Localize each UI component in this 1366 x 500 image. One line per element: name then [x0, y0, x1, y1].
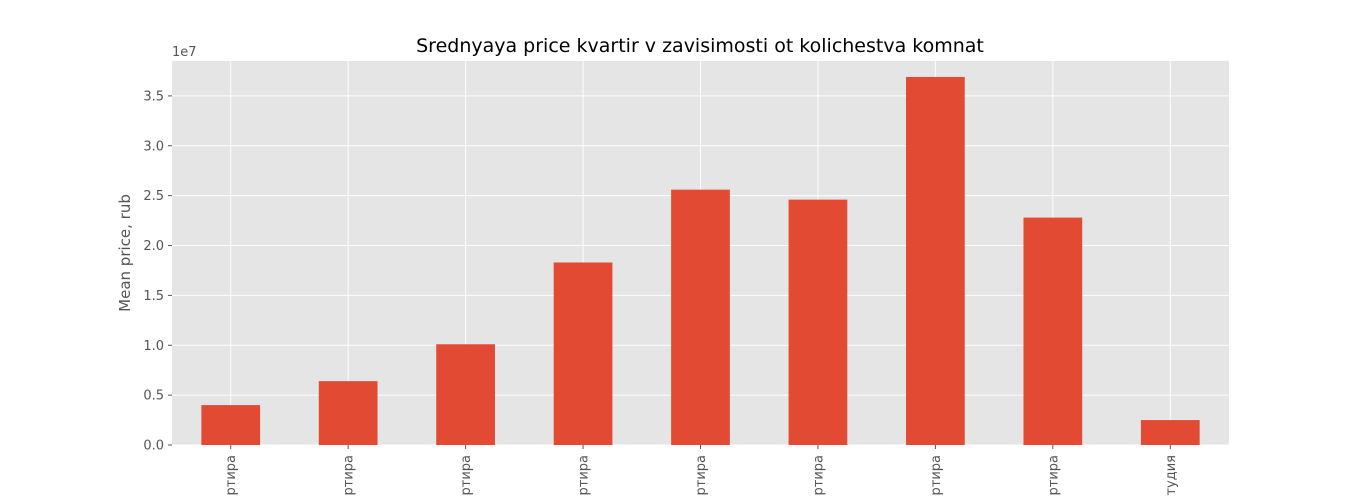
bar — [318, 381, 378, 445]
x-tick-label: тудия — [1164, 455, 1179, 496]
bar — [788, 199, 848, 445]
bar — [436, 344, 495, 445]
y-tick-label: 0.5 — [143, 389, 164, 404]
bar — [1140, 420, 1200, 445]
y-axis-label: Mean price, rub — [116, 194, 134, 312]
x-ticks: ртира ртира ртира ртира ртира ртира ртира ртира… — [224, 445, 1179, 496]
y-tick-label: 3.0 — [143, 139, 164, 154]
y-ticks: 0.0 0.5 1.0 1.5 2.0 2.5 3.0 3.5 — [143, 89, 172, 454]
x-tick-label: ртира — [929, 455, 944, 496]
y-tick-label: 0.0 — [143, 439, 164, 454]
bar — [1023, 217, 1083, 445]
x-tick-label: ртира — [577, 455, 592, 496]
y-tick-label: 3.5 — [143, 89, 164, 104]
y-tick-label: 1.0 — [143, 339, 164, 354]
x-tick-label: ртира — [811, 455, 826, 496]
bars — [201, 76, 1200, 446]
x-tick-label: ртира — [1046, 455, 1061, 496]
chart-title: Srednyaya price kvartir v zavisimosti ot… — [416, 35, 984, 57]
bar — [671, 189, 730, 445]
bar — [906, 76, 965, 446]
x-tick-label: ртира — [459, 455, 474, 496]
bar — [553, 262, 613, 445]
y-axis-offset-label: 1e7 — [172, 45, 197, 60]
y-tick-label: 2.5 — [143, 189, 164, 204]
y-tick-label: 1.5 — [143, 289, 164, 304]
x-tick-label: ртира — [694, 455, 709, 496]
y-tick-label: 2.0 — [143, 239, 164, 254]
x-tick-label: ртира — [342, 455, 357, 496]
bar — [201, 405, 261, 445]
x-tick-label: ртира — [224, 455, 239, 496]
